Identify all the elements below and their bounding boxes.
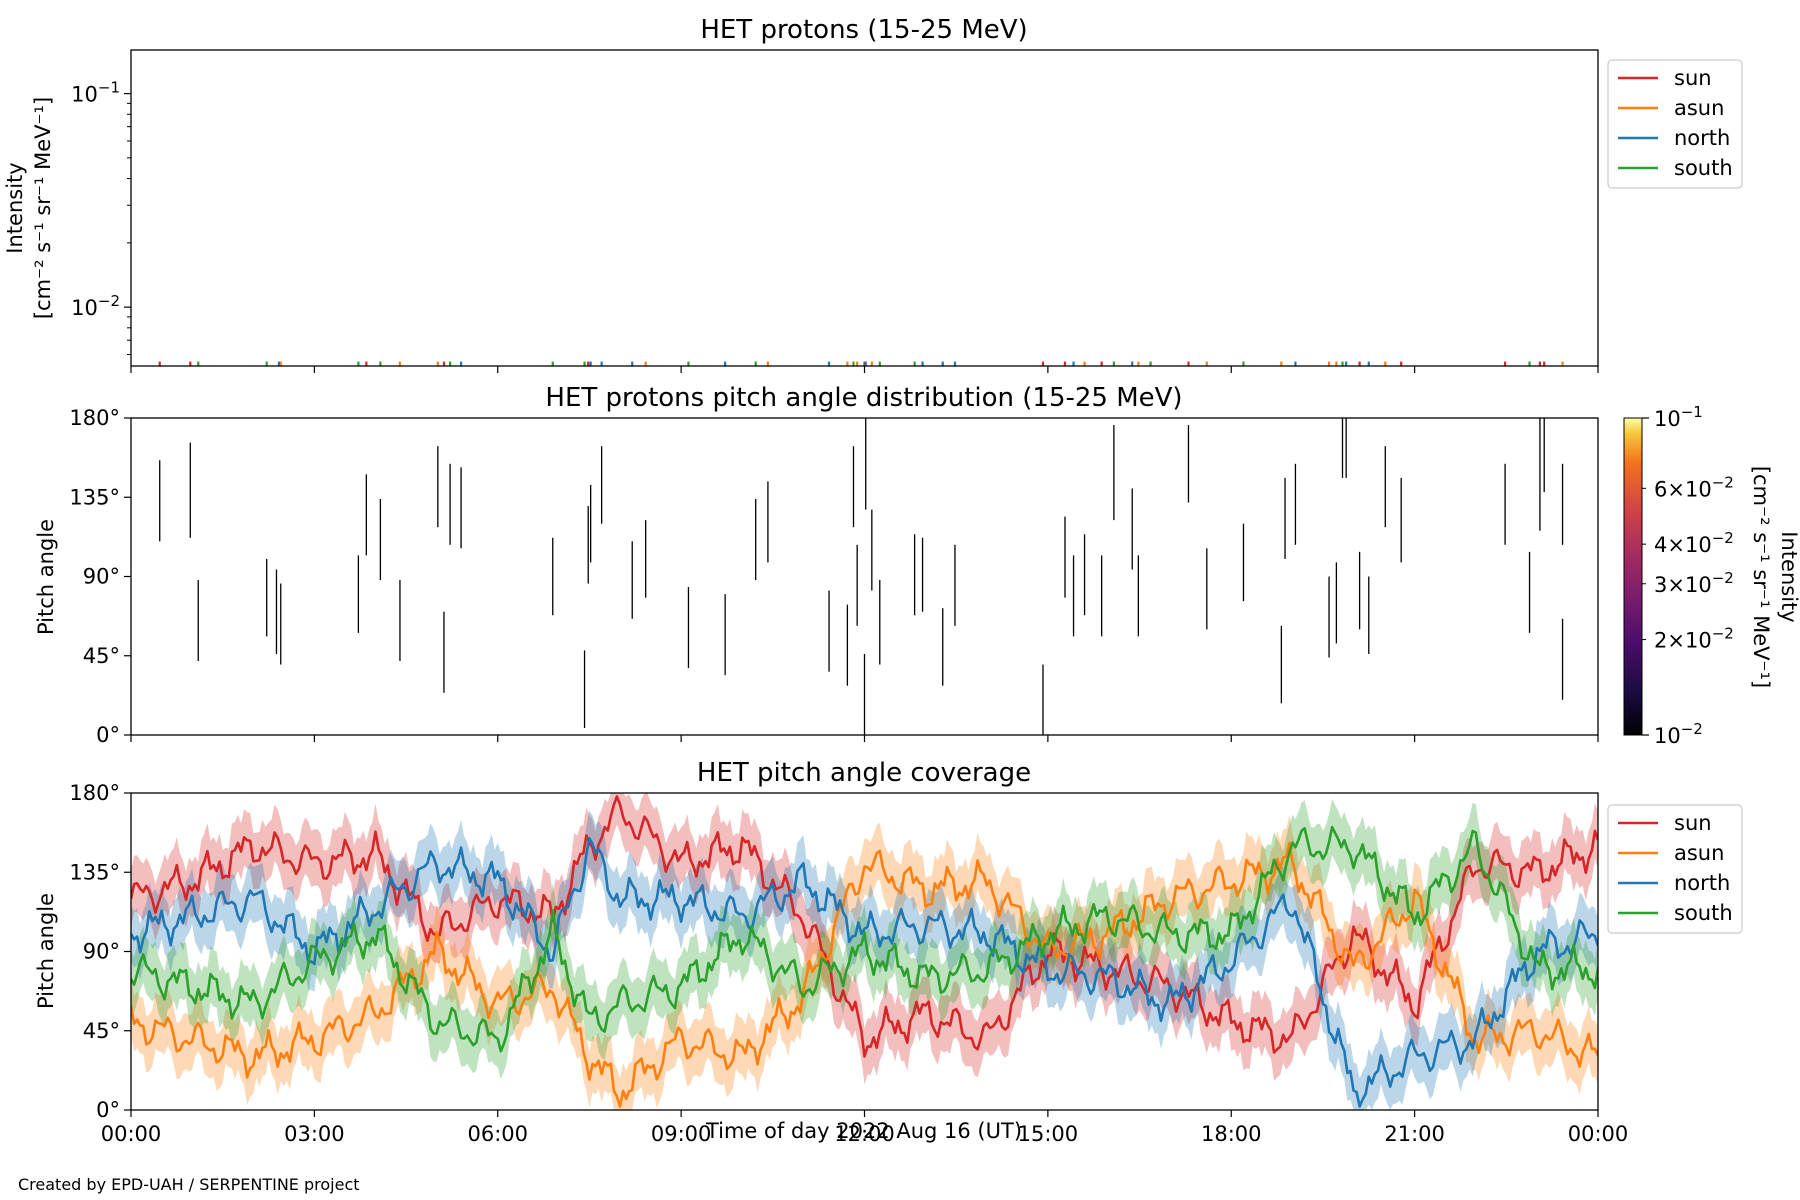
colorbar-gradient [1623,417,1643,736]
legend-label-sun: sun [1674,811,1712,835]
x-tick-label: 18:00 [1201,1122,1262,1146]
x-tick-label: 00:00 [101,1122,162,1146]
colorbar-tick-label: 6×10−2 [1654,473,1734,501]
panel1-xticks [130,366,1599,373]
legend-label-south: south [1674,156,1733,180]
distribution-marks [159,418,1564,735]
colorbar-tick-label: 3×10−2 [1654,569,1734,597]
legend-label-north: north [1674,126,1730,150]
y-tick-label: 45° [83,644,120,668]
colorbar-label-line2: [cm⁻² s⁻¹ sr⁻¹ MeV⁻¹] [1749,466,1773,688]
y-tick-label: 0° [96,1098,120,1122]
y-tick-label: 45° [83,1019,120,1043]
colorbar-tick-label: 10−2 [1654,720,1703,748]
colorbar-tick-label: 4×10−2 [1654,529,1734,557]
legend-label-asun: asun [1674,841,1724,865]
coverage-line-asun [131,841,1598,1108]
coverage-line-north [131,837,1598,1108]
y-tick-label: 10−2 [71,292,120,320]
x-tick-label: 12:00 [834,1122,895,1146]
legend-label-north: north [1674,871,1730,895]
x-tick-label: 09:00 [651,1122,712,1146]
legend-box [1607,804,1743,934]
legend-label-south: south [1674,901,1733,925]
x-tick-label: 06:00 [467,1122,528,1146]
panel1-legend: sun asun north south [1607,59,1743,189]
pitch-angle-coverage-panel: HET pitch angle coverage 0° 45° 90° 135° 180… [34,758,1743,1146]
legend-box [1607,59,1743,189]
intensity-marks [158,361,1564,366]
x-tick-label: 03:00 [284,1122,345,1146]
panel3-xticks: 00:00 03:00 06:00 09:00 12:00 15:00 18:00 21:00… [101,1110,1629,1146]
legend-label-asun: asun [1674,96,1724,120]
panel1-ylabel-line1: Intensity [3,162,27,253]
credit-text: Created by EPD-UAH / SERPENTINE project [18,1175,360,1194]
panel3-ylabel: Pitch angle [34,893,58,1009]
panel3-title: HET pitch angle coverage [697,758,1031,788]
colorbar-tick-label: 2×10−2 [1654,625,1734,653]
panel3-legend: sun asun north south [1607,804,1743,934]
x-tick-label: 21:00 [1384,1122,1445,1146]
y-tick-label: 135° [69,485,120,509]
y-tick-label: 135° [69,860,120,884]
panel1-ylabel-line2: [cm⁻² s⁻¹ sr⁻¹ MeV⁻¹] [31,97,55,319]
colorbar-ticks: 10−2 10−1 2×10−2 3×10−2 4×10−2 6×10−2 [1642,403,1734,748]
panel2-yticks: 0° 45° 90° 135° 180° [69,406,131,747]
coverage-line-sun [131,795,1598,1058]
x-tick-label: 00:00 [1568,1122,1629,1146]
colorbar-label-line1: Intensity [1777,531,1800,622]
pitch-angle-distribution-panel: HET protons pitch angle distribution (15… [34,383,1800,748]
x-tick-label: 15:00 [1018,1122,1079,1146]
colorbar: 10−2 10−1 2×10−2 3×10−2 4×10−2 6×10−2 Intensi… [1623,403,1800,748]
coverage-band-sun [131,793,1598,1085]
panel2-title: HET protons pitch angle distribution (15… [545,383,1182,413]
coverage-line-south [131,825,1598,1053]
y-tick-label: 90° [83,940,120,964]
panel3-yticks: 0° 45° 90° 135° 180° [69,781,131,1122]
legend-label-sun: sun [1674,66,1712,90]
panel1-yticks: 10−2 10−1 [71,79,131,355]
panel1-frame [130,49,1599,367]
coverage-band-north [131,810,1598,1110]
x-axis-label: Time of day 2022 Aug 16 (UT) [705,1119,1022,1143]
colorbar-tick-label: 10−1 [1654,403,1703,431]
intensity-panel: HET protons (15-25 MeV) 10−2 10−1 Intensi… [3,15,1743,373]
y-tick-label: 180° [69,781,120,805]
panel2-ylabel: Pitch angle [34,519,58,635]
coverage-marks [131,793,1598,1110]
y-tick-label: 90° [83,565,120,589]
y-tick-label: 0° [96,723,120,747]
panel2-xticks [130,735,1599,742]
y-tick-label: 10−1 [71,79,120,107]
panel1-title: HET protons (15-25 MeV) [700,15,1027,45]
y-tick-label: 180° [69,406,120,430]
